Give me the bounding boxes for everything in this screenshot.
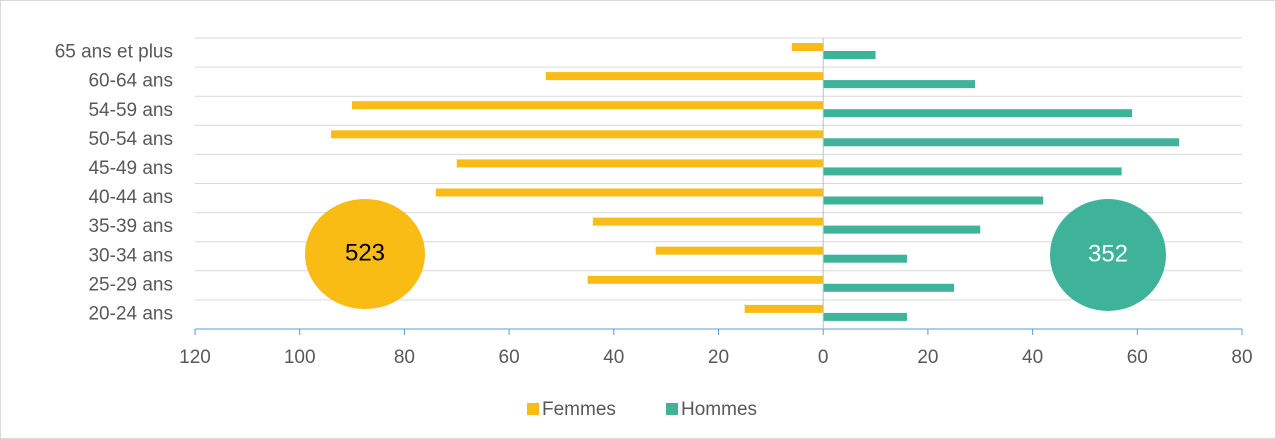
bar xyxy=(823,51,876,59)
bar xyxy=(435,188,824,197)
bar xyxy=(587,275,824,284)
y-tick-label: 35-39 ans xyxy=(88,216,173,237)
bar xyxy=(823,225,981,234)
total-circle xyxy=(1050,199,1166,311)
x-tick-label: 80 xyxy=(394,347,415,368)
y-tick-label: 65 ans et plus xyxy=(55,42,173,63)
bar xyxy=(823,109,1133,118)
bar xyxy=(823,254,907,263)
x-tick-label: 40 xyxy=(1022,347,1043,368)
x-tick-label: 80 xyxy=(1231,347,1252,368)
y-tick-label: 25-29 ans xyxy=(88,274,173,295)
bar xyxy=(823,80,976,89)
bar xyxy=(592,217,824,226)
legend-label: Hommes xyxy=(681,399,757,420)
bar xyxy=(823,196,1044,205)
bar xyxy=(823,167,1122,176)
y-tick-label: 60-64 ans xyxy=(88,71,173,92)
y-tick-label: 20-24 ans xyxy=(88,303,173,324)
x-tick-label: 0 xyxy=(818,347,829,368)
total-label: 523 xyxy=(345,239,385,266)
total-label: 352 xyxy=(1088,240,1128,267)
bar xyxy=(352,101,824,110)
x-tick-label: 100 xyxy=(284,347,316,368)
bar xyxy=(744,304,824,313)
y-tick-label: 45-49 ans xyxy=(88,158,173,179)
legend-label: Femmes xyxy=(542,399,616,420)
bar xyxy=(655,246,824,255)
legend-swatch xyxy=(527,403,539,415)
total-circle xyxy=(305,199,425,309)
y-tick-label: 54-59 ans xyxy=(88,100,173,121)
x-tick-label: 60 xyxy=(1127,347,1148,368)
bar xyxy=(823,138,1180,147)
bar xyxy=(331,130,824,139)
y-tick-label: 50-54 ans xyxy=(88,129,173,150)
bar xyxy=(823,283,955,292)
bar xyxy=(545,72,824,81)
bar xyxy=(456,159,824,168)
y-tick-label: 30-34 ans xyxy=(88,245,173,266)
bar xyxy=(791,43,824,51)
x-tick-label: 40 xyxy=(603,347,624,368)
bar xyxy=(823,312,907,321)
y-tick-label: 40-44 ans xyxy=(88,187,173,208)
x-tick-label: 20 xyxy=(917,347,938,368)
x-tick-label: 60 xyxy=(499,347,520,368)
x-tick-label: 20 xyxy=(708,347,729,368)
legend-swatch xyxy=(666,403,678,415)
x-tick-label: 120 xyxy=(179,347,211,368)
